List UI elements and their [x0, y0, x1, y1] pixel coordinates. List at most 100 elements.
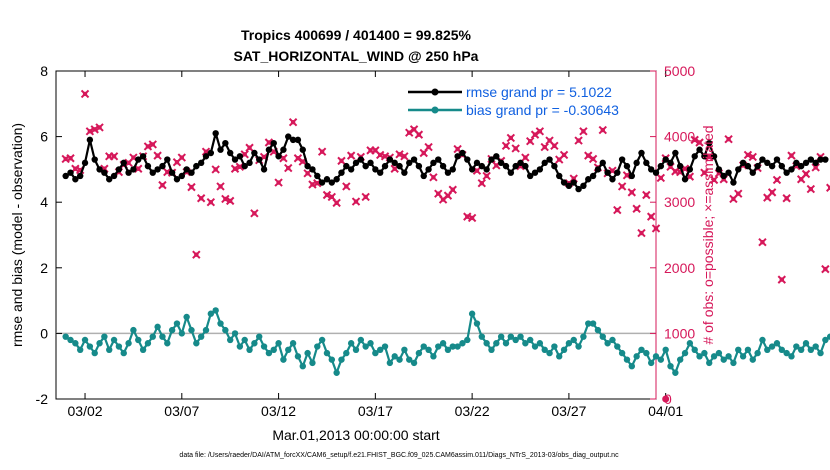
obs-count-point: [414, 130, 424, 139]
bias-point: [222, 326, 229, 334]
rmse-point: [164, 156, 171, 163]
bias-point: [149, 333, 156, 340]
bias-point: [773, 340, 781, 347]
obs-count-point: [148, 140, 157, 149]
bias-point: [347, 340, 355, 347]
obs-count-point: [584, 151, 593, 160]
rmse-point: [410, 156, 418, 163]
bias-point: [628, 363, 636, 370]
bias-point: [609, 336, 616, 344]
rmse-point: [362, 162, 369, 170]
bias-point: [207, 310, 215, 317]
obs-count-point: [811, 163, 820, 172]
bias-point: [425, 346, 432, 353]
rmse-point: [159, 162, 166, 170]
x-tick-label: 03/12: [261, 403, 296, 419]
y-axis-left-label: rmse and bias (model - observation): [9, 123, 25, 347]
obs-count-point: [777, 275, 787, 284]
x-axis-label: Mar.01,2013 00:00:00 start: [272, 427, 439, 443]
y-axis-right-label: # of obs: o=possible; ×=assimilated: [700, 125, 716, 344]
rmse-point: [807, 156, 815, 163]
bias-point: [439, 340, 447, 347]
obs-count-point: [477, 178, 487, 188]
y-left-tick-label: 4: [40, 194, 48, 210]
rmse-point: [154, 166, 161, 173]
bias-point: [817, 349, 824, 357]
rmse-point: [420, 172, 427, 180]
bias-point: [217, 320, 224, 327]
bias-point: [212, 307, 219, 314]
bias-point: [793, 343, 800, 350]
bias-point: [183, 313, 190, 321]
rmse-point: [86, 136, 94, 144]
rmse-point: [749, 169, 756, 176]
obs-count-point: [550, 141, 559, 150]
rmse-point: [367, 159, 374, 167]
rmse-point: [672, 149, 679, 157]
bias-point: [72, 340, 79, 347]
rmse-point: [483, 166, 490, 173]
bias-point: [381, 343, 389, 350]
bias-point: [376, 346, 384, 353]
rmse-point: [783, 169, 790, 176]
bias-point: [512, 336, 519, 344]
y-left-tick-label: 6: [40, 129, 48, 145]
y-right-tick-label: 4000: [664, 129, 695, 145]
rmse-point: [217, 146, 224, 153]
bias-point: [236, 343, 244, 350]
bias-point: [681, 349, 689, 357]
obs-count-point: [506, 133, 516, 143]
bias-point: [265, 349, 273, 357]
obs-count-point: [274, 178, 283, 187]
obs-count-point: [651, 224, 661, 233]
obs-count-point: [158, 180, 167, 190]
y-left-tick-label: -2: [36, 391, 49, 407]
bias-point: [614, 343, 621, 350]
bias-point: [86, 343, 94, 350]
rmse-point: [589, 172, 597, 180]
bias-point: [768, 343, 776, 350]
rmse-point: [449, 166, 456, 173]
rmse-point: [241, 162, 248, 170]
bias-point: [633, 353, 640, 360]
rmse-point: [497, 159, 505, 167]
bias-point: [338, 356, 345, 363]
rmse-point: [686, 166, 694, 173]
bias-point: [106, 346, 113, 353]
rmse-point: [67, 169, 74, 176]
obs-count-point: [400, 152, 409, 161]
rmse-point: [773, 156, 781, 163]
rmse-point: [280, 146, 287, 153]
bias-point: [396, 356, 403, 363]
bias-point: [643, 349, 650, 357]
bias-point: [386, 359, 394, 367]
rmse-point: [623, 162, 631, 170]
rmse-point: [381, 162, 389, 170]
obs-count-point: [250, 209, 259, 218]
bias-point: [696, 353, 703, 360]
rmse-point: [430, 159, 437, 167]
bias-series: [62, 307, 830, 376]
bias-point: [802, 340, 810, 347]
bias-point: [623, 356, 631, 363]
rmse-point: [231, 156, 239, 163]
bias-point: [478, 333, 486, 340]
legend: rmse grand pr = 5.1022 bias grand pr = -…: [408, 80, 650, 120]
obs-count-point: [177, 153, 187, 162]
rmse-point: [299, 146, 306, 153]
rmse-point: [454, 153, 461, 160]
rmse-point: [556, 172, 563, 180]
y-left-tick-label: 2: [40, 260, 48, 276]
rmse-point: [652, 169, 660, 176]
rmse-point: [96, 166, 103, 173]
bias-point: [459, 340, 466, 347]
rmse-point: [618, 156, 626, 163]
x-tick-label: 04/01: [648, 403, 683, 419]
rmse-point: [110, 172, 118, 180]
rmse-point: [318, 179, 326, 186]
rmse-point: [706, 139, 713, 147]
rmse-point: [638, 149, 645, 157]
bias-point: [135, 336, 142, 344]
bias-point: [289, 340, 297, 347]
legend-bias-label: bias grand pr = -0.30643: [466, 102, 619, 118]
